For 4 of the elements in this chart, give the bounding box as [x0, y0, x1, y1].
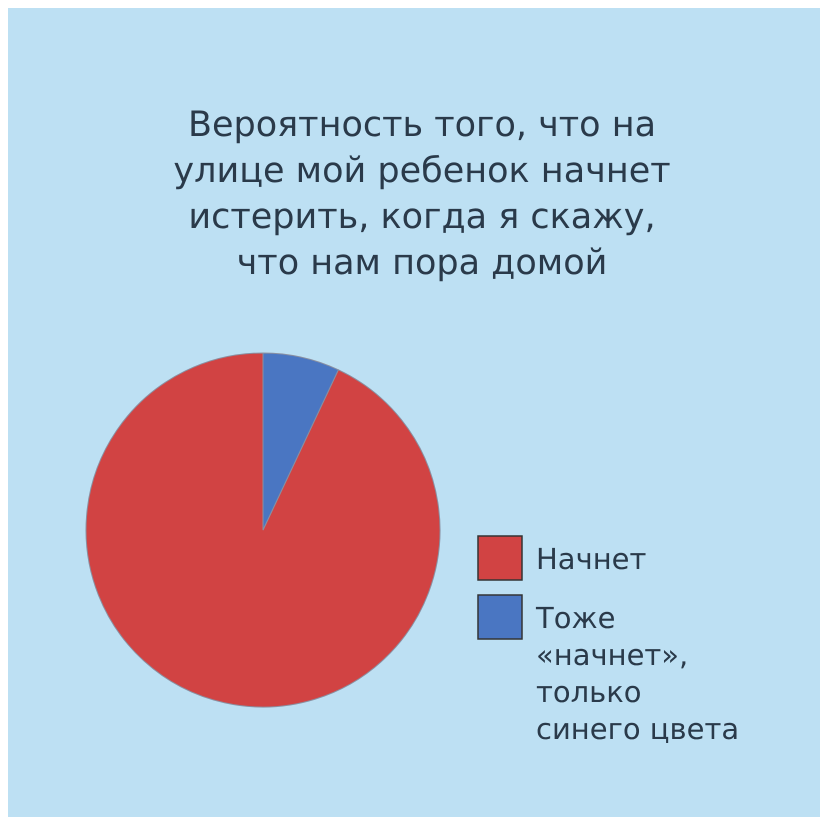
chart-title: Вероятность того, что на улице мой ребенок начнет истерить, когда я скажу, что нам пора домой [173, 105, 671, 283]
pie-slice [86, 352, 440, 708]
legend-label: Начнет [536, 542, 647, 576]
legend-label: Тоже «начнет», только синего цвета [535, 601, 740, 746]
